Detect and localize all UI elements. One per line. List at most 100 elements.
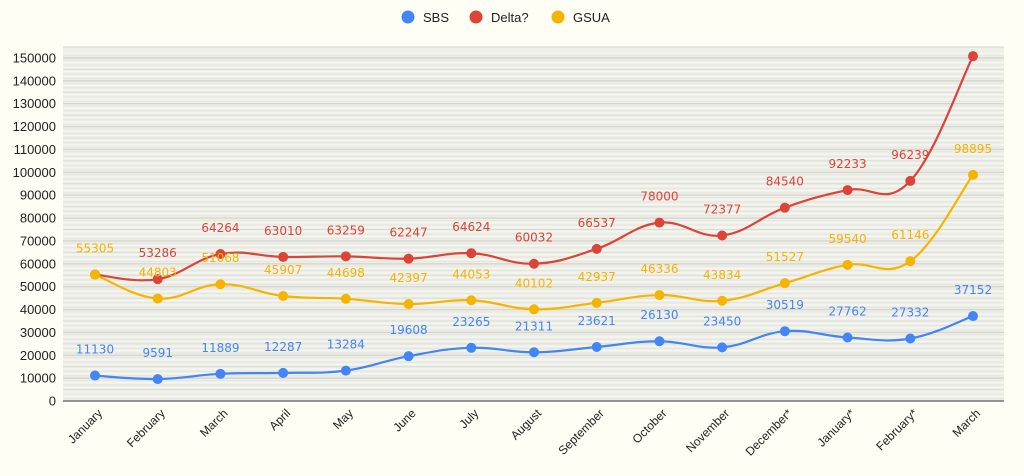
data-label-sbs: 27332 <box>891 306 929 320</box>
legend-item-gsua[interactable]: GSUA <box>551 10 611 25</box>
data-label-gsua: 98895 <box>954 142 992 156</box>
legend: SBS Delta? GSUA <box>401 10 611 25</box>
data-point-delta <box>717 230 728 241</box>
y-tick-label: 110000 <box>14 142 56 157</box>
y-tick-label: 0 <box>49 394 56 409</box>
data-point-gsua <box>779 278 790 289</box>
data-label-sbs: 23450 <box>703 314 741 328</box>
data-point-sbs <box>842 332 853 343</box>
data-label-delta: 96239 <box>891 148 929 162</box>
data-label-sbs: 30519 <box>766 298 804 312</box>
data-label-sbs: 19608 <box>389 323 427 337</box>
y-tick-label: 120000 <box>13 119 56 134</box>
data-point-gsua <box>215 279 226 290</box>
data-label-gsua: 51068 <box>201 251 239 265</box>
data-point-delta <box>215 249 226 260</box>
data-label-delta: 64624 <box>452 220 490 234</box>
y-tick-label: 60000 <box>20 256 56 271</box>
data-point-sbs <box>654 336 665 347</box>
y-tick-label: 140000 <box>13 73 56 88</box>
y-tick-label: 20000 <box>20 348 56 363</box>
data-label-sbs: 9591 <box>142 346 173 360</box>
y-axis: 0 10000 20000 30000 40000 50000 60000 70000 8000… <box>13 51 56 409</box>
data-point-gsua <box>90 269 100 280</box>
y-tick-label: 130000 <box>13 96 56 111</box>
data-label-sbs: 23621 <box>578 314 616 328</box>
data-label-sbs: 26130 <box>640 308 678 322</box>
data-label-sbs: 11889 <box>201 341 239 355</box>
data-label-delta: 63259 <box>327 223 365 237</box>
data-point-gsua <box>152 293 163 304</box>
data-label-gsua: 40102 <box>515 276 553 290</box>
series-points <box>90 51 978 385</box>
data-point-delta <box>654 217 665 228</box>
data-label-sbs: 13284 <box>327 338 365 352</box>
y-tick-label: 10000 <box>20 371 56 386</box>
data-point-delta <box>403 253 414 264</box>
data-label-gsua: 51527 <box>766 250 804 264</box>
data-point-gsua <box>278 291 289 302</box>
data-label-sbs: 21311 <box>515 319 553 333</box>
data-label-delta: 66537 <box>578 216 616 230</box>
data-label-delta: 92233 <box>828 157 866 171</box>
data-point-delta <box>779 202 790 213</box>
data-point-gsua <box>591 297 602 308</box>
y-tick-label: 70000 <box>20 233 56 248</box>
data-point-delta <box>529 258 539 269</box>
data-point-sbs <box>340 365 351 376</box>
y-tick-label: 150000 <box>13 51 56 66</box>
data-label-gsua: 44698 <box>327 266 365 280</box>
data-point-gsua <box>717 295 728 306</box>
legend-label: SBS <box>423 10 449 25</box>
data-label-gsua: 45907 <box>264 263 302 277</box>
data-point-delta <box>340 251 351 262</box>
data-point-delta <box>152 274 163 285</box>
data-point-gsua <box>905 256 916 267</box>
legend-item-delta[interactable]: Delta? <box>469 10 529 25</box>
y-tick-label: 100000 <box>13 165 56 180</box>
data-point-gsua <box>403 299 414 310</box>
data-label-sbs: 12287 <box>264 340 302 354</box>
data-point-sbs <box>152 374 163 385</box>
data-label-delta: 53286 <box>139 246 177 260</box>
data-label-delta: 60032 <box>515 231 553 245</box>
data-point-sbs <box>905 333 916 344</box>
data-label-sbs: 11130 <box>76 343 114 357</box>
y-tick-label: 30000 <box>20 325 56 340</box>
data-label-delta: 63010 <box>264 224 302 238</box>
data-label-gsua: 61146 <box>891 228 929 242</box>
data-label-gsua: 42937 <box>578 270 616 284</box>
data-point-sbs <box>403 351 414 362</box>
legend-item-sbs[interactable]: SBS <box>401 10 450 25</box>
data-label-gsua: 59540 <box>828 232 866 246</box>
y-tick-label: 50000 <box>20 279 56 294</box>
y-tick-label: 40000 <box>20 302 56 317</box>
legend-marker-sbs <box>401 10 415 24</box>
data-label-gsua: 43834 <box>703 268 741 282</box>
data-point-sbs <box>90 370 100 381</box>
data-label-gsua: 55305 <box>76 242 114 256</box>
data-label-delta: 78000 <box>640 190 678 204</box>
data-label-delta: 84540 <box>766 175 804 189</box>
data-point-delta <box>278 251 289 262</box>
data-point-gsua <box>340 293 351 304</box>
data-label-sbs: 37152 <box>954 283 992 297</box>
data-point-sbs <box>466 342 477 353</box>
data-label-delta: 72377 <box>703 202 741 216</box>
data-point-delta <box>842 185 853 196</box>
data-point-delta <box>466 248 477 259</box>
data-label-gsua: 44053 <box>452 267 490 281</box>
data-label-sbs: 23265 <box>452 315 490 329</box>
data-point-sbs <box>529 347 539 358</box>
data-point-sbs <box>968 311 978 322</box>
data-point-sbs <box>591 341 602 352</box>
legend-label: GSUA <box>573 10 610 25</box>
legend-label: Delta? <box>491 10 529 25</box>
data-label-sbs: 27762 <box>828 305 866 319</box>
data-label-gsua: 44803 <box>139 266 177 280</box>
legend-marker-delta <box>469 10 483 24</box>
data-label-gsua: 46336 <box>640 262 678 276</box>
data-point-sbs <box>215 368 226 379</box>
data-point-gsua <box>466 295 477 306</box>
